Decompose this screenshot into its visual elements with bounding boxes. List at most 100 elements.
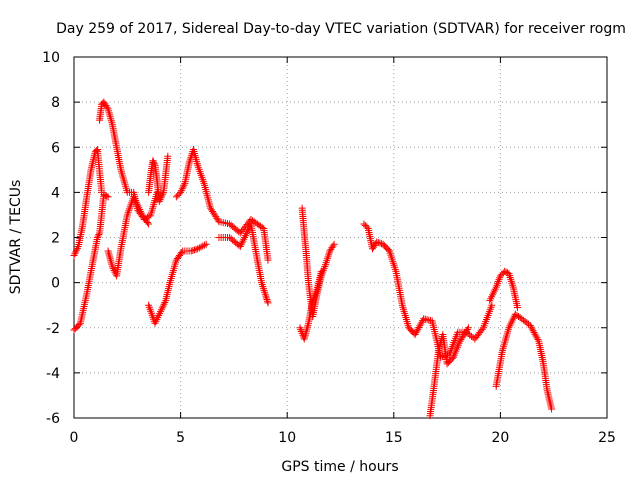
data-point — [526, 321, 534, 329]
data-point — [158, 304, 166, 312]
data-point — [531, 330, 539, 338]
data-point — [153, 188, 161, 196]
data-point — [145, 220, 153, 228]
data-point — [240, 235, 248, 243]
data-point — [72, 248, 80, 256]
data-point — [263, 297, 271, 305]
y-tick-label: 4 — [51, 185, 60, 201]
data-point — [361, 221, 369, 229]
y-tick-label: -4 — [46, 366, 60, 382]
data-point — [187, 247, 195, 255]
data-point — [94, 232, 102, 240]
data-points — [70, 98, 556, 420]
data-point — [179, 183, 187, 191]
data-point — [501, 267, 509, 275]
data-point — [73, 244, 81, 252]
data-point — [414, 325, 422, 333]
data-point — [155, 197, 163, 205]
y-tick-labels: -6 -4 -2 0 2 4 6 8 10 — [42, 50, 60, 427]
data-point — [100, 191, 108, 199]
data-point — [134, 202, 142, 210]
x-tick-label: 15 — [385, 430, 403, 446]
data-point — [75, 321, 83, 329]
data-point — [71, 250, 79, 258]
chart-title: Day 259 of 2017, Sidereal Day-to-day VTE… — [56, 21, 626, 37]
data-point — [498, 270, 506, 278]
data-point — [158, 192, 166, 200]
y-tick-label: -2 — [46, 321, 60, 337]
data-point — [199, 242, 207, 250]
data-point — [200, 241, 208, 249]
data-point — [533, 334, 541, 342]
data-point — [92, 147, 100, 155]
data-point — [360, 220, 368, 228]
data-point — [174, 191, 182, 199]
data-point — [417, 320, 425, 328]
data-point — [317, 267, 325, 275]
data-point — [548, 405, 556, 413]
y-tick-label: 10 — [42, 50, 60, 66]
data-point — [103, 192, 111, 200]
data-point — [330, 240, 338, 248]
data-point — [236, 243, 244, 251]
data-point — [530, 329, 538, 337]
data-point — [502, 268, 510, 276]
data-point — [238, 239, 246, 247]
data-point — [534, 336, 542, 344]
data-point — [177, 188, 185, 196]
data-point — [202, 240, 210, 248]
data-point — [478, 325, 486, 333]
y-tick-label: -6 — [46, 411, 60, 427]
data-point — [161, 298, 169, 306]
data-point — [104, 193, 112, 201]
x-tick-label: 10 — [278, 430, 296, 446]
data-point — [195, 244, 203, 252]
data-point — [150, 158, 158, 166]
y-axis-title: SDTVAR / TECUs — [8, 180, 24, 295]
x-tick-label: 20 — [491, 430, 509, 446]
data-point — [262, 292, 270, 300]
data-point — [103, 103, 111, 111]
data-point — [137, 207, 145, 215]
data-point — [373, 238, 381, 246]
data-point — [376, 239, 384, 247]
data-point — [157, 194, 165, 202]
data-point — [237, 241, 245, 249]
y-tick-label: 0 — [51, 276, 60, 292]
data-point — [101, 191, 109, 199]
data-point — [532, 332, 540, 340]
data-point — [95, 230, 103, 238]
data-point — [411, 331, 419, 339]
x-axis-title: GPS time / hours — [281, 459, 398, 475]
data-point — [110, 266, 118, 274]
data-point — [263, 296, 271, 304]
data-point — [190, 246, 198, 254]
data-point — [239, 237, 247, 245]
data-point — [132, 198, 140, 206]
data-point — [374, 239, 382, 247]
data-point — [136, 206, 144, 214]
x-tick-label: 0 — [70, 430, 79, 446]
data-point — [131, 195, 139, 203]
data-point — [135, 204, 143, 212]
data-point — [262, 294, 270, 302]
data-point — [329, 242, 337, 250]
data-point — [172, 193, 180, 201]
data-point — [70, 252, 78, 260]
data-point — [178, 249, 186, 257]
data-point — [144, 218, 152, 226]
data-point — [529, 327, 537, 335]
data-point — [180, 181, 188, 189]
data-point — [130, 193, 138, 201]
data-point — [488, 301, 496, 309]
data-point — [194, 245, 202, 253]
data-point — [363, 223, 371, 231]
data-point — [73, 246, 81, 254]
data-point — [177, 187, 185, 195]
data-point — [93, 234, 101, 241]
data-point — [496, 272, 504, 280]
data-point — [418, 318, 426, 326]
data-point — [264, 256, 272, 264]
data-point — [413, 327, 421, 335]
